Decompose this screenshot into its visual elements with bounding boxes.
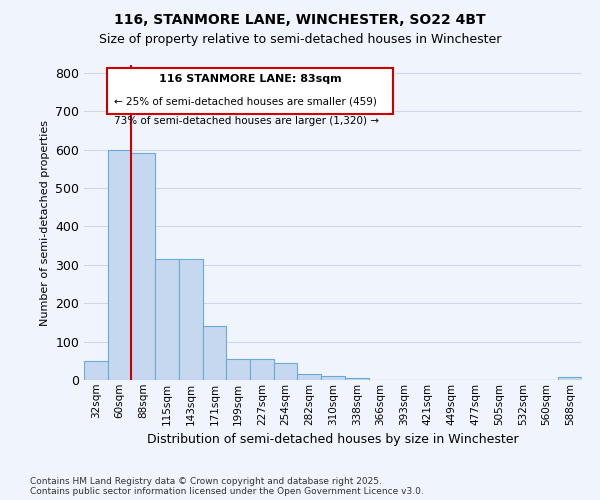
Text: 116, STANMORE LANE, WINCHESTER, SO22 4BT: 116, STANMORE LANE, WINCHESTER, SO22 4BT (114, 12, 486, 26)
Text: Contains HM Land Registry data © Crown copyright and database right 2025.: Contains HM Land Registry data © Crown c… (30, 477, 382, 486)
Bar (321, 376, 345, 380)
Text: 116 STANMORE LANE: 83sqm: 116 STANMORE LANE: 83sqm (158, 74, 341, 84)
Text: 73% of semi-detached houses are larger (1,320) →: 73% of semi-detached houses are larger (… (114, 116, 379, 126)
Bar (84, 361, 108, 380)
Text: Size of property relative to semi-detached houses in Winchester: Size of property relative to semi-detach… (99, 32, 501, 46)
Bar (226, 359, 250, 380)
Bar (179, 259, 203, 380)
Bar (131, 154, 155, 380)
Bar (345, 378, 368, 380)
Bar (155, 259, 179, 380)
Text: ← 25% of semi-detached houses are smaller (459): ← 25% of semi-detached houses are smalle… (114, 96, 377, 106)
Text: Contains public sector information licensed under the Open Government Licence v3: Contains public sector information licen… (30, 487, 424, 496)
Bar (203, 326, 226, 380)
Bar (274, 362, 298, 380)
Bar (108, 150, 131, 380)
Bar (298, 374, 321, 380)
Bar (558, 377, 582, 380)
Bar (250, 359, 274, 380)
Y-axis label: Number of semi-detached properties: Number of semi-detached properties (40, 120, 50, 326)
X-axis label: Distribution of semi-detached houses by size in Winchester: Distribution of semi-detached houses by … (147, 433, 519, 446)
